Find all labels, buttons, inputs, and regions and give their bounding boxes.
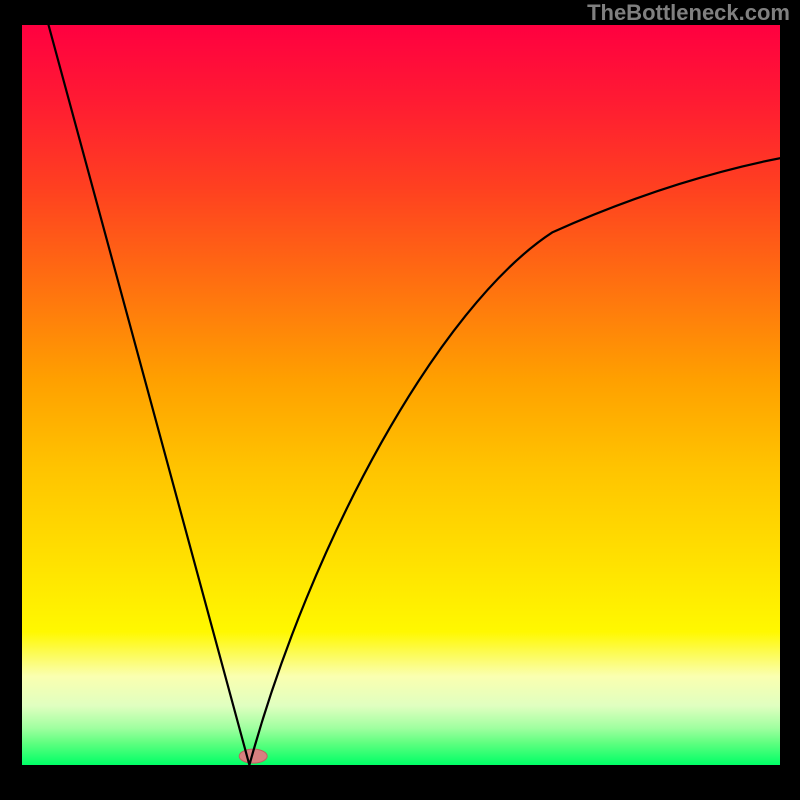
- gradient-background: [22, 25, 780, 765]
- chart-svg: [22, 25, 780, 765]
- plot-area: [22, 25, 780, 765]
- watermark-text: TheBottleneck.com: [587, 0, 790, 26]
- chart-container: TheBottleneck.com: [0, 0, 800, 800]
